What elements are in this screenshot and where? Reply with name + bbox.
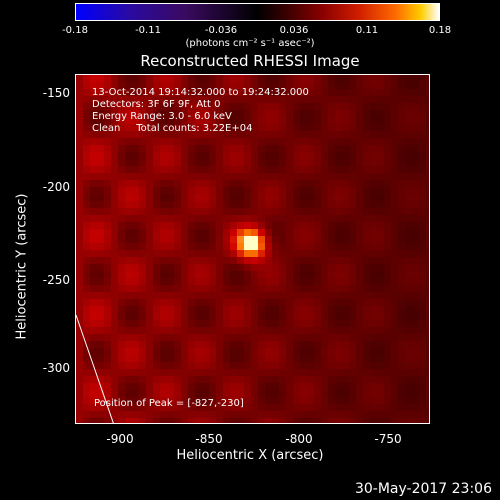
x-tick-label: -850 [195, 432, 223, 446]
y-tick-label: -300 [42, 361, 70, 375]
y-tick-label: -250 [42, 273, 70, 287]
colorbar-units: (photons cm⁻² s⁻¹ asec⁻²) [185, 38, 315, 49]
info-energy-range: Energy Range: 3.0 - 6.0 keV [92, 111, 232, 122]
image-canvas [76, 75, 429, 423]
info-time-range: 13-Oct-2014 19:14:32.000 to 19:24:32.000 [92, 87, 309, 98]
colorbar-tick: -0.036 [204, 25, 238, 36]
limb-line [76, 314, 114, 423]
colorbar-tick: 0.036 [279, 25, 309, 36]
y-tick-label: -200 [42, 180, 70, 194]
colorbar [75, 3, 440, 21]
colorbar-tick: -0.11 [135, 25, 161, 36]
image-title: Reconstructed RHESSI Image [140, 52, 360, 70]
x-tick-label: -900 [106, 432, 134, 446]
footer-timestamp: 30-May-2017 23:06 [354, 481, 492, 497]
rhessi-image: 13-Oct-2014 19:14:32.000 to 19:24:32.000… [75, 74, 430, 424]
colorbar-tick: 0.11 [355, 25, 379, 36]
y-tick-label: -150 [42, 86, 70, 100]
colorbar-tick: -0.18 [62, 25, 88, 36]
info-method: Clean Total counts: 3.22E+04 [92, 123, 253, 134]
x-tick-label: -750 [374, 432, 402, 446]
colorbar-tick: 0.18 [428, 25, 452, 36]
x-tick-label: -800 [285, 432, 313, 446]
info-peak-position: Position of Peak = [-827,-230] [94, 398, 244, 409]
info-detectors: Detectors: 3F 6F 9F, Att 0 [92, 99, 221, 110]
x-axis-label: Heliocentric X (arcsec) [176, 448, 324, 463]
y-axis-label: Heliocentric Y (arcsec) [14, 193, 30, 340]
